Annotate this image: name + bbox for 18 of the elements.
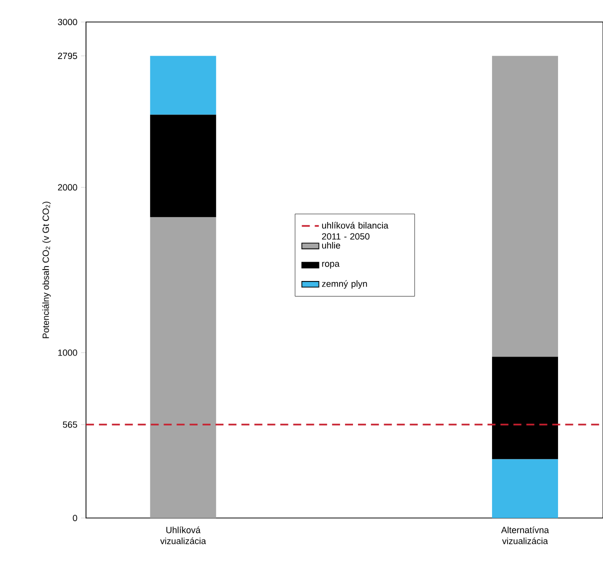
y-tick-label: 565 <box>62 421 78 428</box>
x-tick-label: Alternatívna vizualizácia <box>501 526 549 544</box>
bar <box>492 459 558 518</box>
legend-label: zemný plyn <box>322 280 367 289</box>
legend-label: ropa <box>322 262 340 269</box>
y-tick-label: 3000 <box>58 18 78 26</box>
bar <box>150 114 216 218</box>
bar <box>150 217 216 518</box>
y-tick-label: 1000 <box>58 349 78 356</box>
legend-label: uhlie <box>322 242 340 249</box>
y-tick-label: 2000 <box>58 184 78 191</box>
bar <box>492 56 558 357</box>
y-tick-label: 0 <box>72 514 78 522</box>
bar <box>150 56 216 115</box>
y-axis-title: Potenciálny obsah CO$_{2}$ (v Gt CO$_{2}$) <box>42 202 51 338</box>
y-tick-label: 2795 <box>58 52 78 60</box>
bar <box>492 356 558 460</box>
x-tick-label: Uhlíková vizualizácia <box>160 526 206 544</box>
